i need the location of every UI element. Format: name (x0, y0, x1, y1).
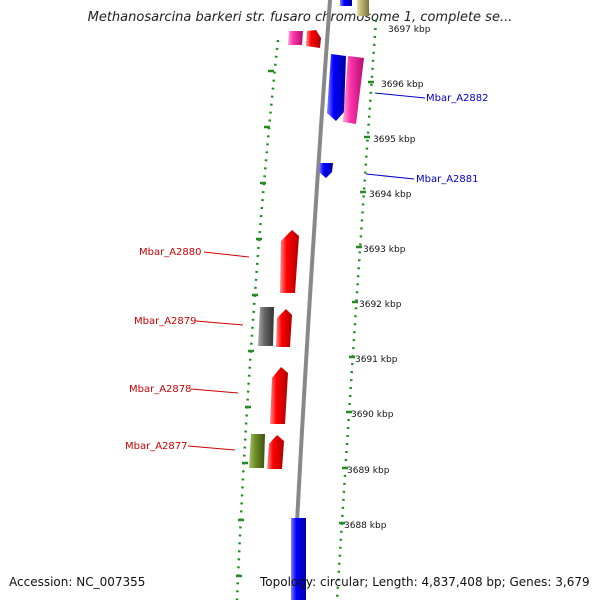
gene-label-mbar-a2880: Mbar_A2880 (139, 247, 202, 258)
kbp-label: 3688 kbp (344, 521, 387, 531)
gene-feature-olive (249, 434, 265, 468)
kbp-label: 3689 kbp (347, 466, 390, 476)
kbp-label: 3697 kbp (388, 25, 431, 35)
gene-feature-mbar-a2878 (270, 367, 288, 424)
forward-strand-features (249, 30, 321, 469)
gene-feature-pink-top (288, 31, 303, 45)
kbp-label: 3693 kbp (363, 245, 406, 255)
topology-text: Topology: circular; Length: 4,837,408 bp… (260, 575, 590, 589)
kbp-scale: 3697 kbp 3696 kbp 3695 kbp 3694 kbp 3693… (344, 25, 431, 531)
kbp-label: 3691 kbp (355, 355, 398, 365)
gene-feature-gray (258, 307, 274, 346)
gene-feature-blue-lower (291, 518, 306, 600)
inner-ring-ticks (236, 69, 274, 578)
gene-feature-mbar-a2879 (276, 309, 292, 347)
gene-label-mbar-a2881: Mbar_A2881 (416, 174, 479, 185)
gene-label-mbar-a2882: Mbar_A2882 (426, 93, 489, 104)
map-title: Methanosarcina barkeri str. fusaro chrom… (87, 10, 513, 25)
gene-feature-mbar-a2877 (267, 435, 284, 469)
gene-feature-mbar-a2880 (280, 230, 299, 293)
chromosome-backbone (291, 0, 332, 600)
kbp-label: 3696 kbp (381, 80, 424, 90)
gene-feature-mbar-a2882 (327, 54, 346, 121)
kbp-label: 3694 kbp (369, 190, 412, 200)
kbp-label: 3690 kbp (351, 410, 394, 420)
gene-feature-pink (343, 56, 364, 124)
gene-feature-khaki (357, 0, 369, 16)
gene-label-mbar-a2879: Mbar_A2879 (134, 316, 197, 327)
kbp-label: 3692 kbp (359, 300, 402, 310)
gene-feature-red-top (306, 30, 321, 48)
accession-text: Accession: NC_007355 (9, 575, 146, 589)
outer-ring-ticks (339, 80, 374, 525)
gene-label-mbar-a2878: Mbar_A2878 (129, 384, 192, 395)
kbp-label: 3695 kbp (373, 135, 416, 145)
gene-labels: Mbar_A2882 Mbar_A2881 Mbar_A2880 Mbar_A2… (125, 92, 489, 452)
reverse-strand-features (291, 0, 369, 600)
inner-ring-dots (235, 39, 280, 600)
gene-feature-blue (340, 0, 352, 6)
gene-feature-mbar-a2881 (319, 163, 333, 178)
gene-label-mbar-a2877: Mbar_A2877 (125, 441, 188, 452)
outer-ring-dots (335, 19, 378, 600)
